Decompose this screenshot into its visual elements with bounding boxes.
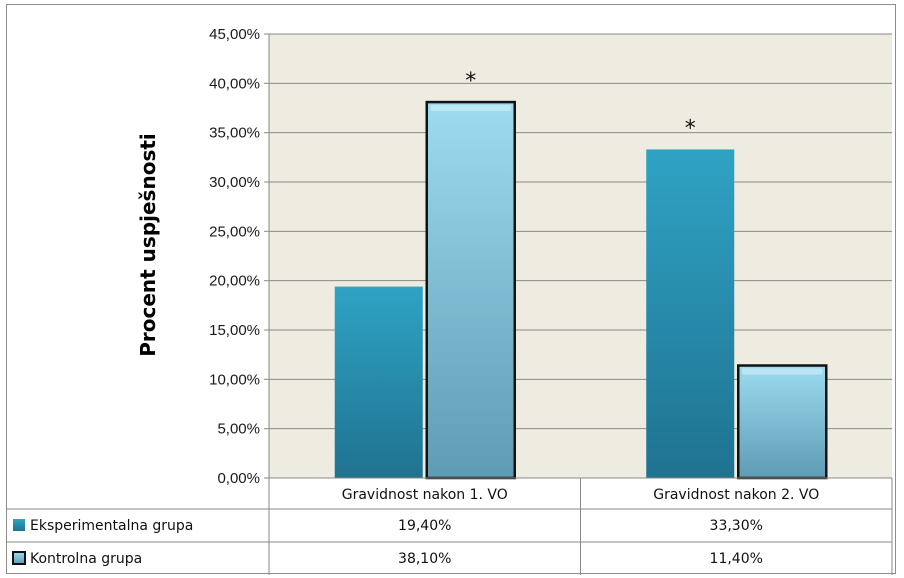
y-tick-label: 5,00% [217,421,260,438]
y-tick-label: 0,00% [217,470,260,487]
data-label: 33,30% [710,518,763,534]
y-tick-label: 15,00% [209,322,260,339]
legend-key-kontrolna [12,551,26,565]
bar-eksperimentalna-2 [646,149,735,478]
y-tick-label: 10,00% [209,371,260,388]
data-label: 38,10% [398,551,451,567]
category-label: Gravidnost nakon 1. VO [342,487,508,503]
legend-key-eksperimentalna [13,519,25,531]
chart-frame: Procent uspješnosti 0,00% 5,00% 10,00% 15,0… [6,4,896,575]
bar-kontrolna-2 [737,364,828,480]
data-label: 19,40% [398,518,451,534]
bar-highlight [430,105,511,112]
category-label: Gravidnost nakon 2. VO [653,487,819,503]
legend-label: Kontrolna grupa [30,551,142,567]
y-tick-label: 20,00% [209,273,260,290]
bar-eksperimentalna-1 [334,286,423,478]
y-axis-label: Procent uspješnosti [136,133,160,357]
bar-highlight [742,368,823,375]
y-tick-label: 40,00% [209,75,260,92]
data-label: 11,40% [710,551,763,567]
bar-kontrolna-1 [425,100,516,480]
y-tick-label: 35,00% [209,125,260,142]
y-tick-label: 45,00% [209,26,260,43]
bar-chart: Procent uspješnosti 0,00% 5,00% 10,00% 15,0… [7,26,893,575]
significance-marker: * [465,69,476,94]
y-tick-label: 30,00% [209,174,260,191]
y-tick-label: 25,00% [209,223,260,240]
legend-label: Eksperimentalna grupa [30,518,193,534]
significance-marker: * [685,116,696,141]
